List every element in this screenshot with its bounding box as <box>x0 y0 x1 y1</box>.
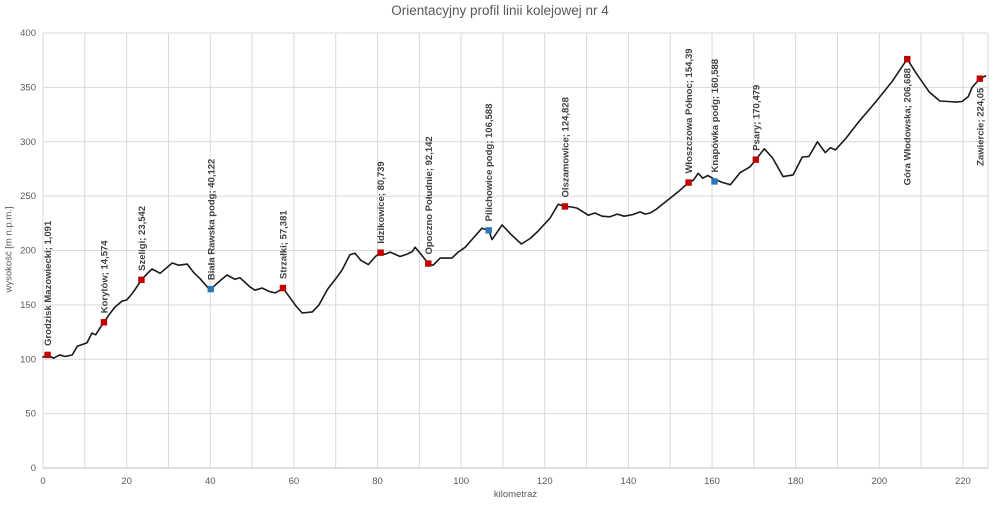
x-tick-label: 80 <box>372 476 383 487</box>
station-label: Idzikowice; 80,739 <box>376 161 387 243</box>
y-tick-label: 0 <box>31 463 36 474</box>
x-tick-label: 180 <box>788 476 804 487</box>
x-tick-label: 20 <box>121 476 132 487</box>
station-marker <box>685 179 692 186</box>
station-label: Góra Włodowska; 206,688 <box>903 68 914 185</box>
y-tick-label: 100 <box>20 354 36 365</box>
station-label: Grodzisk Mazowiecki; 1,091 <box>43 220 54 346</box>
station-label: Opoczno Południe; 92,142 <box>424 136 435 254</box>
station-label: Korytów; 14,574 <box>99 240 110 314</box>
station-label: Knapówka podg; 160,588 <box>710 59 721 173</box>
x-tick-label: 60 <box>289 476 300 487</box>
station-label: Zawiercie; 224,05 <box>975 87 986 166</box>
station-marker <box>377 249 384 256</box>
x-tick-label: 100 <box>453 476 469 487</box>
station-label: Biała Rawska podg; 40,122 <box>206 159 217 280</box>
station-label: Psary; 170,479 <box>751 85 762 151</box>
station-marker <box>752 156 760 163</box>
y-tick-label: 150 <box>20 300 36 311</box>
station-marker <box>561 203 569 210</box>
station-marker <box>100 319 108 326</box>
y-tick-label: 250 <box>20 191 36 202</box>
station-label: Szeligi; 23,542 <box>137 206 148 271</box>
station-marker <box>207 285 214 293</box>
x-tick-label: 40 <box>205 476 216 487</box>
x-tick-label: 200 <box>871 476 887 487</box>
y-tick-label: 350 <box>20 82 36 93</box>
x-tick-label: 0 <box>40 476 45 487</box>
station-marker <box>904 55 911 63</box>
station-marker <box>138 276 145 284</box>
station-marker <box>279 284 287 292</box>
x-tick-label: 140 <box>620 476 636 487</box>
x-tick-label: 220 <box>955 476 971 487</box>
x-tick-label: 120 <box>537 476 553 487</box>
y-tick-label: 400 <box>20 28 36 39</box>
station-marker <box>425 260 432 267</box>
station-marker <box>44 351 51 359</box>
station-label: Olszamowice; 124,828 <box>560 97 571 197</box>
y-tick-label: 200 <box>20 246 36 257</box>
station-label: Pilichowice podg; 106,588 <box>484 104 495 222</box>
y-tick-label: 300 <box>20 137 36 148</box>
station-marker <box>976 75 984 82</box>
chart-title: Orientacyjny profil linii kolejowej nr 4 <box>391 3 609 18</box>
station-label: Włoszczowa Północ; 154,39 <box>684 48 695 173</box>
station-marker <box>711 178 718 185</box>
station-label: Strzałki; 57,381 <box>278 210 289 279</box>
x-axis-title: kilometraż <box>493 489 538 500</box>
elevation-profile-line <box>42 58 987 359</box>
station-marker <box>485 227 492 234</box>
x-tick-label: 160 <box>704 476 720 487</box>
y-tick-label: 50 <box>25 409 36 420</box>
